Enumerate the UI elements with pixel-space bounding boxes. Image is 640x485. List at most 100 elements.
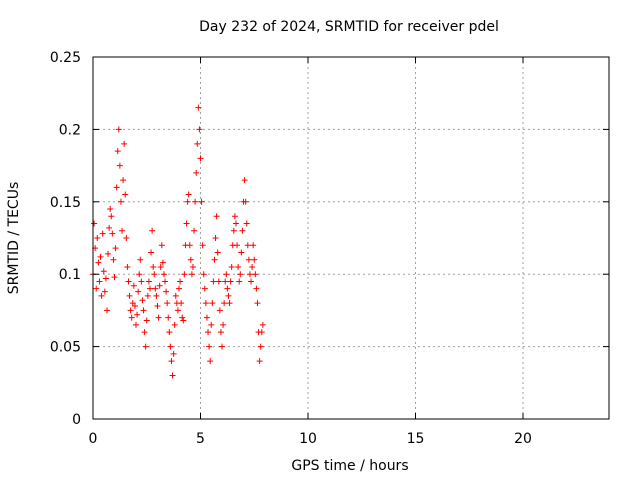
- x-tick-label: 15: [407, 431, 425, 447]
- data-point: [232, 220, 239, 227]
- x-tick-label: 0: [89, 431, 98, 447]
- data-point: [171, 321, 178, 328]
- data-point: [135, 288, 142, 295]
- data-point: [244, 242, 251, 249]
- data-point: [164, 300, 171, 307]
- data-point: [93, 285, 100, 292]
- data-point: [198, 198, 205, 205]
- data-point: [191, 227, 198, 234]
- data-point: [116, 162, 123, 169]
- data-point: [221, 300, 228, 307]
- data-point: [220, 321, 227, 328]
- y-tick-label: 0.2: [59, 122, 81, 138]
- data-point: [194, 140, 201, 147]
- data-point: [97, 253, 104, 260]
- data-point: [142, 343, 149, 350]
- data-point: [180, 317, 187, 324]
- data-point: [165, 314, 172, 321]
- data-point: [254, 300, 261, 307]
- data-point: [197, 155, 204, 162]
- data-point: [252, 271, 259, 278]
- data-point: [188, 271, 195, 278]
- y-tick-label: 0: [72, 412, 81, 428]
- data-point: [202, 300, 209, 307]
- data-point: [234, 242, 241, 249]
- data-point: [125, 278, 132, 285]
- x-tick-label: 20: [514, 431, 532, 447]
- data-point: [215, 278, 222, 285]
- data-point: [117, 198, 124, 205]
- data-point: [126, 292, 133, 299]
- data-point: [114, 148, 121, 155]
- data-point: [169, 372, 176, 379]
- data-point: [151, 271, 158, 278]
- data-point: [158, 242, 165, 249]
- data-point: [166, 329, 173, 336]
- y-tick-labels: 0 0.05 0.1 0.15 0.2 0.25: [50, 50, 81, 428]
- data-point: [109, 230, 116, 237]
- data-point: [103, 307, 110, 314]
- data-point: [155, 314, 162, 321]
- data-point: [217, 329, 224, 336]
- data-point: [181, 271, 188, 278]
- data-point: [137, 256, 144, 263]
- data-point: [257, 343, 264, 350]
- data-point: [193, 169, 200, 176]
- y-tick-label: 0.05: [50, 340, 81, 356]
- data-point: [246, 271, 253, 278]
- data-point: [94, 235, 101, 241]
- data-point: [163, 288, 170, 295]
- data-point: [138, 278, 145, 285]
- data-point: [98, 292, 105, 299]
- data-point: [241, 177, 248, 184]
- data-point: [236, 278, 243, 285]
- data-point: [235, 263, 242, 270]
- data-point: [113, 184, 120, 191]
- data-point: [150, 263, 157, 270]
- data-point: [130, 282, 137, 289]
- data-point: [227, 278, 234, 285]
- data-point: [170, 350, 177, 357]
- data-point: [124, 263, 131, 270]
- data-point: [178, 300, 185, 307]
- data-point: [238, 249, 245, 256]
- data-point: [251, 256, 258, 263]
- data-point: [140, 307, 147, 314]
- data-point: [226, 300, 233, 307]
- data-point: [136, 271, 143, 278]
- data-point: [119, 227, 126, 234]
- data-point: [225, 292, 232, 299]
- data-point: [242, 198, 249, 205]
- data-point: [250, 242, 257, 249]
- data-point: [154, 303, 161, 310]
- data-point: [223, 271, 230, 278]
- data-point: [258, 329, 265, 336]
- y-tick-label: 0.25: [50, 50, 81, 66]
- data-point: [162, 278, 169, 285]
- data-point: [174, 307, 181, 314]
- data-point: [91, 220, 98, 227]
- data-point: [157, 263, 164, 270]
- data-point: [183, 220, 190, 227]
- data-point: [107, 206, 114, 213]
- data-point: [253, 285, 260, 292]
- tick-marks: [92, 56, 609, 420]
- data-point: [122, 191, 129, 198]
- data-point: [149, 227, 156, 234]
- data-point: [205, 329, 212, 336]
- data-point: [228, 263, 235, 270]
- data-point: [152, 285, 159, 292]
- data-point: [101, 288, 108, 295]
- data-point: [243, 220, 250, 227]
- data-point: [196, 126, 203, 133]
- data-point: [248, 278, 255, 285]
- data-point: [245, 256, 252, 263]
- data-point: [239, 227, 246, 234]
- data-point: [206, 343, 213, 350]
- data-point: [160, 271, 167, 278]
- data-point: [159, 259, 166, 266]
- x-axis-title: GPS time / hours: [291, 458, 408, 474]
- data-point: [99, 230, 106, 237]
- data-point: [102, 275, 109, 282]
